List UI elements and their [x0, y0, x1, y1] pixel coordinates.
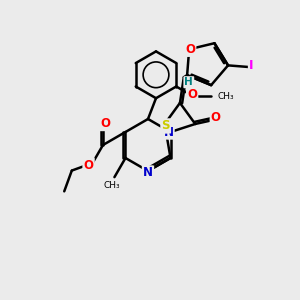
Text: CH₃: CH₃ — [103, 181, 120, 190]
Text: H: H — [184, 77, 193, 87]
Text: N: N — [143, 167, 153, 179]
Text: O: O — [185, 43, 195, 56]
Text: N: N — [164, 125, 173, 139]
Text: S: S — [161, 119, 170, 133]
Text: O: O — [187, 88, 197, 101]
Text: CH₃: CH₃ — [218, 92, 234, 101]
Text: I: I — [249, 59, 254, 72]
Text: O: O — [84, 158, 94, 172]
Text: O: O — [100, 117, 110, 130]
Text: O: O — [211, 111, 221, 124]
